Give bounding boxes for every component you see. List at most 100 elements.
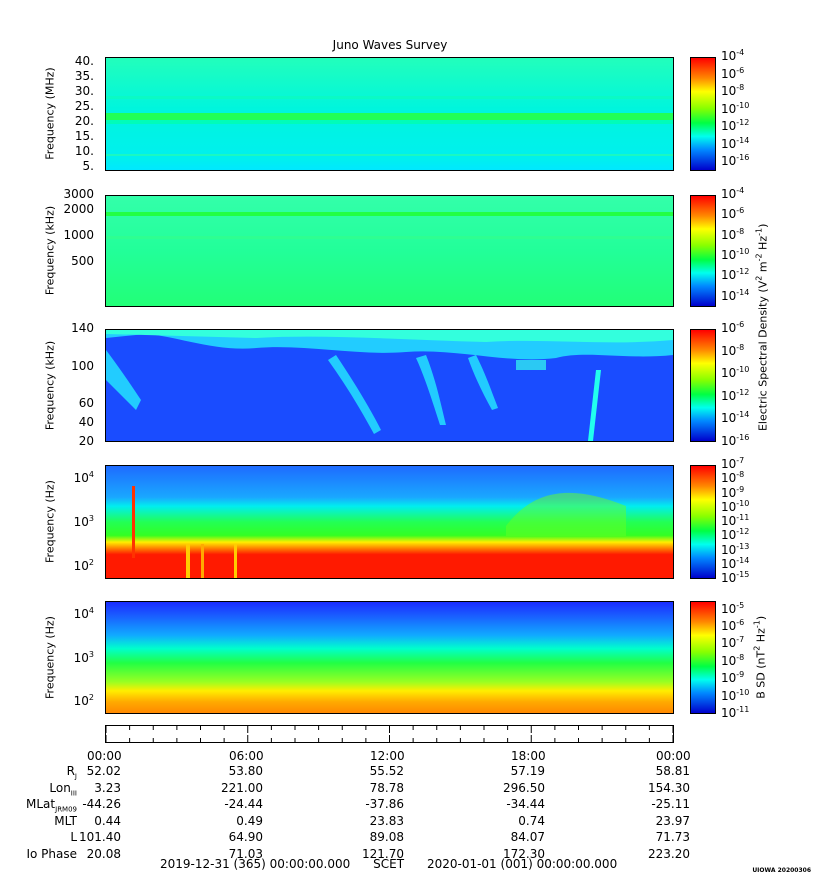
y-tick-label: 500: [71, 253, 94, 268]
panel-1-band-20mhz: [106, 113, 673, 120]
colorbar-tick-label: 10-6: [721, 618, 745, 634]
ephemeris-value: 58.81: [655, 764, 690, 778]
ephemeris-value: 121.70: [362, 846, 404, 861]
ephemeris-value: -25.11: [651, 797, 690, 811]
colorbar-tick-label: 10-14: [721, 287, 750, 303]
ephemeris-value: 172.30: [503, 846, 545, 861]
colorbar-tick-label: 10-10: [721, 247, 750, 263]
panel-3-vertical-burst: [588, 370, 601, 441]
y-tick-label: 104: [73, 606, 94, 622]
time-label: 06:00: [229, 749, 264, 763]
ephemeris-value: 221.00: [221, 780, 263, 795]
ephemeris-value: 0.49: [236, 813, 263, 828]
panel-3-patch: [516, 360, 546, 370]
time-range-footer: 2019-12-31 (365) 00:00:00.000 SCET 2020-…: [160, 857, 617, 871]
ephemeris-label: L: [70, 830, 77, 844]
ephemeris-value: 53.80: [228, 764, 263, 778]
colorbar-tick-label: 10-12: [721, 527, 750, 543]
panel-3-top-emission-bright: [106, 330, 673, 343]
colorbar-tick-label: 10-15: [721, 570, 750, 585]
ephemeris-value: 0.74: [518, 813, 545, 828]
y-tick-label: 10.: [74, 143, 94, 158]
panel-2-band: [106, 212, 673, 216]
ephemeris-value: 0.44: [94, 813, 121, 828]
y-tick-label: 104: [73, 470, 94, 486]
time-label: 18:00: [511, 749, 546, 763]
y-tick-label: 102: [73, 557, 94, 573]
ephemeris-value: 101.40: [79, 830, 121, 844]
colorbar-tick-label: 10-9: [721, 484, 745, 500]
colorbar-tick-label: 10-13: [721, 541, 750, 557]
colorbar-tick-label: 10-8: [721, 342, 745, 358]
colorbar-tick-label: 10-5: [721, 600, 745, 616]
colorbar-tick-label: 10-8: [721, 226, 745, 242]
ephemeris-value: 71.73: [655, 830, 690, 844]
spectrogram-panel-1: [105, 57, 674, 171]
ephemeris-label: Io Phase: [26, 846, 77, 861]
y-tick-label: 25.: [74, 98, 94, 113]
y-tick-label: 30.: [74, 83, 94, 98]
colorbar-tick-label: 10-14: [721, 135, 750, 151]
spectrogram-5: [106, 602, 673, 713]
colorbar-tick-label: 10-14: [721, 555, 750, 571]
panel-3-left-burst: [106, 350, 141, 410]
spectrogram-1: [106, 58, 673, 170]
uiowa-stamp: UIOWA 20200306: [752, 867, 811, 874]
colorbar-tick-label: 10-16: [721, 153, 750, 169]
panel-3-drift-1: [328, 355, 381, 434]
colorbar-tick-label: 10-11: [721, 513, 750, 528]
colorbar-tick-label: 10-12: [721, 387, 750, 403]
y-axis-label: Frequency (Hz): [43, 480, 57, 563]
colorbar-5: [690, 601, 716, 714]
colorbar-tick-label: 10-12: [721, 118, 750, 134]
ephemeris-value: 55.52: [369, 764, 404, 778]
y-tick-label: 140: [71, 321, 94, 335]
y-tick-label: 3000: [63, 187, 94, 201]
colorbar-tick-label: 10-14: [721, 410, 750, 426]
time-label: 00:00: [87, 749, 122, 763]
ephemeris-value: 223.20: [648, 846, 690, 861]
panel-3-drift-3: [468, 355, 498, 410]
ephemeris-label: MLatJRM09: [26, 797, 77, 814]
ephemeris-value: 3.23: [94, 780, 121, 795]
colorbar-3: [690, 329, 716, 442]
panel-4-patch: [506, 492, 626, 536]
spectrogram-panel-2: [105, 195, 674, 307]
ephemeris-value: -34.44: [506, 797, 545, 811]
y-tick-label: 1000: [63, 228, 94, 243]
panel-5-background: [106, 602, 673, 713]
ephemeris-label: LonIII: [49, 780, 77, 797]
colorbar-tick-label: 10-16: [721, 433, 750, 448]
y-tick-label: 40.: [74, 53, 94, 68]
colorbar-4: [690, 465, 716, 579]
ephemeris-value: 84.07: [510, 830, 545, 844]
ephemeris-value: -44.26: [82, 797, 121, 811]
spectrogram-2: [106, 196, 673, 306]
spectrogram-panel-5: [105, 601, 674, 714]
colorbar-tick-label: 10-10: [721, 365, 750, 381]
y-tick-label: 100: [71, 358, 94, 373]
y-tick-label: 5.: [82, 158, 94, 173]
spectrogram-4: [106, 466, 673, 578]
colorbar-tick-label: 10-10: [721, 687, 750, 703]
spectrogram-3: [106, 330, 673, 441]
ephemeris-value: 71.03: [228, 846, 263, 861]
panel-1-band-low: [106, 154, 673, 156]
ephemeris-value: 89.08: [369, 830, 404, 844]
colorbar-tick-label: 10-7: [721, 456, 745, 471]
ephemeris-value: 296.50: [503, 780, 545, 795]
panel-4-spike: [132, 486, 135, 558]
ephemeris-value: -24.44: [224, 797, 263, 811]
y-tick-label: 103: [73, 514, 94, 529]
panel-4-notch-2: [201, 544, 204, 578]
y-tick-label: 102: [73, 692, 94, 708]
ephemeris-value: 23.97: [655, 813, 690, 828]
time-axis-bar: [105, 725, 674, 743]
panel-3-drift-2: [416, 355, 446, 425]
ephemeris-value: -37.86: [365, 797, 404, 811]
magnetic-density-label: B SD (nT2 Hz-1): [752, 615, 768, 699]
ephemeris-value: 154.30: [648, 780, 690, 795]
spectrogram-panel-4: [105, 465, 674, 579]
colorbar-tick-label: 10-8: [721, 652, 745, 668]
panel-1-band-faint: [106, 96, 673, 99]
